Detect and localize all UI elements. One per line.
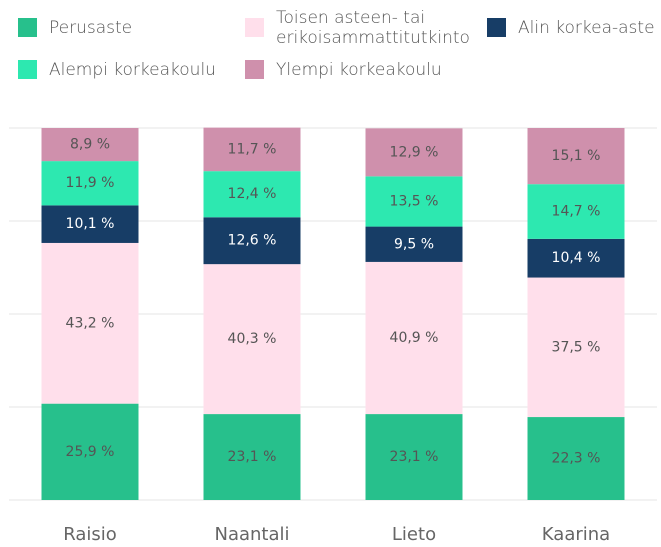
legend-item: Alempi korkeakoulu — [18, 60, 238, 80]
x-tick-label: Naantali — [214, 524, 289, 545]
legend-label: Toisen asteen- tai erikoisammattitutkint… — [276, 8, 470, 48]
bar-segment — [527, 128, 625, 185]
value-label: 9,5 % — [394, 236, 434, 252]
value-label: 12,4 % — [228, 186, 277, 202]
bar-segment — [365, 226, 463, 262]
legend-item: Alin korkea-aste — [487, 18, 661, 38]
legend-swatch — [245, 60, 264, 79]
bar-segment — [203, 217, 301, 265]
value-label: 10,4 % — [552, 250, 601, 266]
legend-label: Perusaste — [49, 18, 133, 38]
value-label: 13,5 % — [390, 193, 439, 209]
legend-label: Ylempi korkeakoulu — [276, 60, 442, 80]
x-tick-label: Lieto — [392, 524, 436, 545]
legend-swatch — [487, 18, 506, 37]
bar-segment — [365, 414, 463, 500]
value-label: 22,3 % — [552, 451, 601, 467]
legend-swatch — [18, 60, 37, 79]
value-label: 12,9 % — [390, 144, 439, 160]
bar-segment — [527, 417, 625, 500]
value-label: 15,1 % — [552, 148, 601, 164]
value-label: 37,5 % — [552, 339, 601, 355]
bar-segment — [203, 127, 301, 172]
x-tick-label: Raisio — [63, 524, 117, 545]
value-label: 12,6 % — [228, 233, 277, 249]
value-label: 43,2 % — [66, 315, 115, 331]
legend-swatch — [245, 18, 264, 37]
bar-segment — [203, 171, 301, 218]
value-label: 10,1 % — [66, 216, 115, 232]
bar-segment — [527, 184, 625, 239]
legend-label: Alin korkea-aste — [518, 18, 655, 38]
bar-segment — [365, 128, 463, 177]
legend-item: Toisen asteen- tai erikoisammattitutkint… — [245, 8, 485, 48]
bar-segment — [203, 414, 301, 500]
bar-segment — [41, 128, 139, 162]
value-label: 25,9 % — [66, 444, 115, 460]
value-label: 40,3 % — [228, 331, 277, 347]
value-label: 23,1 % — [228, 449, 277, 465]
value-label: 14,7 % — [552, 204, 601, 220]
legend-label: Alempi korkeakoulu — [49, 60, 216, 80]
bar-segment — [41, 242, 139, 404]
value-label: 11,9 % — [66, 175, 115, 191]
value-label: 11,7 % — [228, 141, 277, 157]
bar-segment — [41, 205, 139, 243]
value-label: 23,1 % — [390, 449, 439, 465]
bar-segment — [527, 277, 625, 418]
x-tick-label: Kaarina — [542, 524, 610, 545]
bar-segment — [41, 403, 139, 500]
bar-segment — [203, 264, 301, 415]
bar-segment — [365, 176, 463, 227]
bar-segment — [527, 238, 625, 278]
legend-item: Perusaste — [18, 18, 198, 38]
legend-swatch — [18, 18, 37, 37]
bar-segment — [365, 261, 463, 415]
legend-item: Ylempi korkeakoulu — [245, 60, 465, 80]
value-label: 8,9 % — [70, 137, 110, 153]
value-label: 40,9 % — [390, 330, 439, 346]
bar-segment — [41, 161, 139, 206]
